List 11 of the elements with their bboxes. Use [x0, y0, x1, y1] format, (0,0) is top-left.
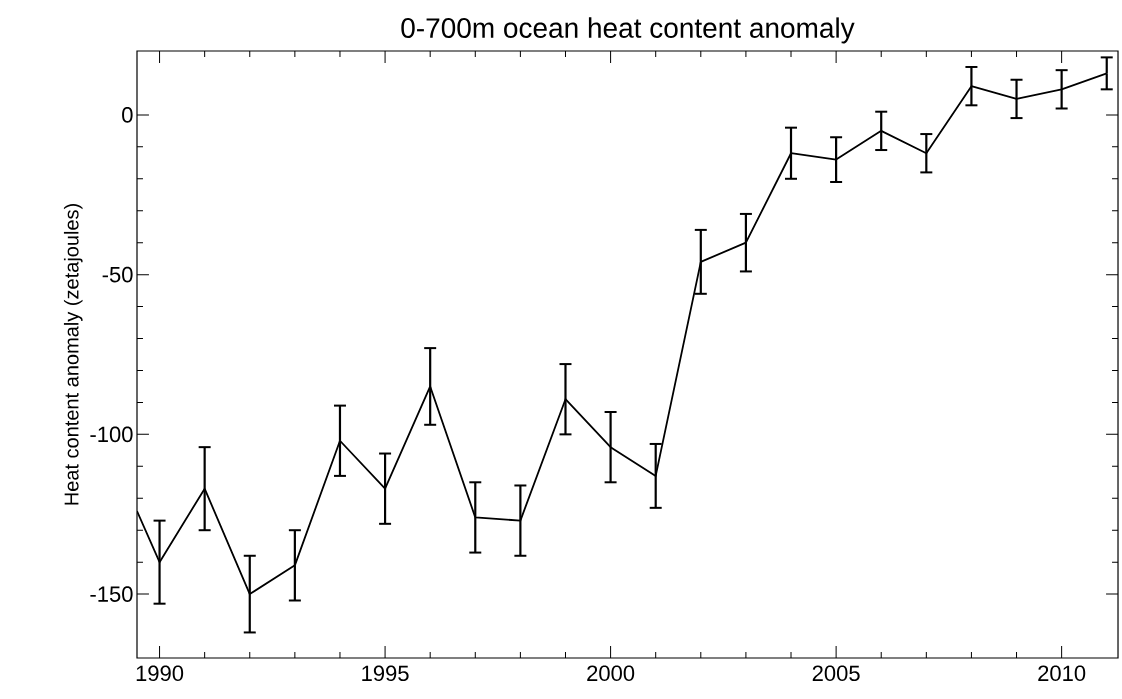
- y-axis-title: Heat content anomaly (zetajoules): [63, 204, 83, 505]
- x-tick-label: 1990: [136, 665, 184, 682]
- x-tick-label: 2000: [587, 665, 635, 682]
- y-tick-label: -50: [102, 266, 133, 283]
- y-tick-label: -100: [90, 426, 133, 443]
- chart-title: 0-700m ocean heat content anomaly: [401, 17, 855, 44]
- x-tick-label: 1995: [362, 665, 409, 682]
- x-tick-label: 2005: [812, 665, 860, 682]
- y-tick-label: -150: [90, 586, 133, 602]
- y-tick-label: 0: [122, 107, 133, 123]
- x-tick-label: 2010: [1038, 665, 1086, 682]
